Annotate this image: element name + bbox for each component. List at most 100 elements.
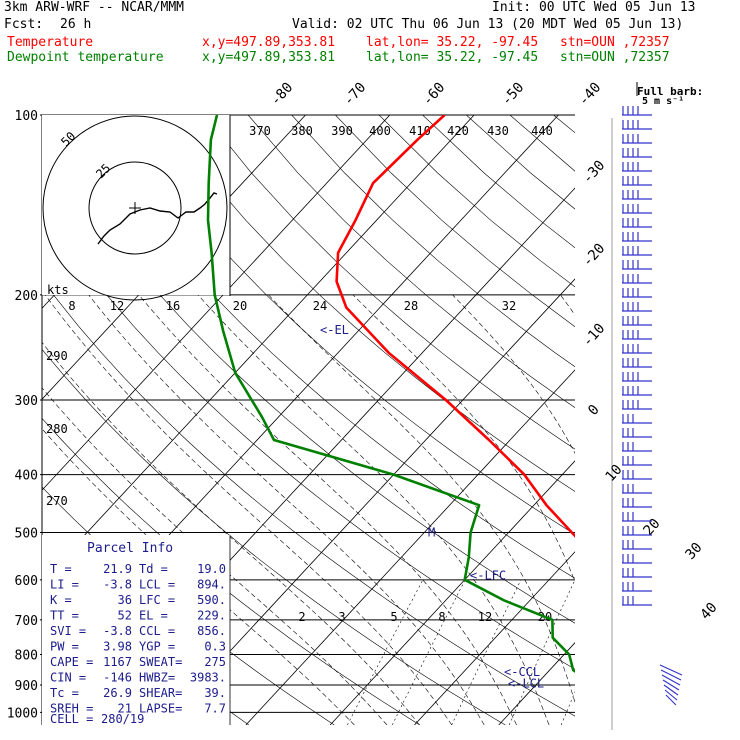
temperature-latlon: lat,lon= 35.22, -97.45 <box>366 35 539 50</box>
wind-barb <box>622 414 652 424</box>
parcel-info-key: TT = <box>50 609 79 623</box>
diagram-grid <box>42 115 740 725</box>
wind-barb <box>622 204 652 214</box>
wind-barb <box>622 456 652 466</box>
temperature-legend: Temperature <box>7 35 94 50</box>
mixing-ratio-label: 2 <box>298 610 305 624</box>
moist-adiabat <box>138 294 517 725</box>
header: 3km ARW-WRF -- NCAR/MMM Init: 00 UTC Wed… <box>0 0 740 72</box>
dewpoint-station: stn=OUN ,72357 <box>560 50 670 65</box>
dry-adiabat <box>684 115 740 725</box>
pressure-tick-label: 600 <box>15 574 38 589</box>
wind-barb <box>622 484 652 494</box>
parcel-info-key: LAPSE= <box>139 702 182 716</box>
wind-barb <box>622 106 652 116</box>
pressure-tick-label: 1000 <box>7 706 38 721</box>
temperature-xy: x,y=497.89,353.81 <box>202 35 336 50</box>
hodograph-speed-label: 12 <box>110 299 124 313</box>
wind-barb <box>622 134 652 144</box>
hodograph-speed-label: 16 <box>166 299 180 313</box>
wind-barb <box>622 372 652 382</box>
pressure-tick-label: 900 <box>15 679 38 694</box>
wind-barb <box>622 582 652 592</box>
parcel-info-value: 21 <box>118 702 132 716</box>
parcel-info-value: 26.9 <box>103 686 132 700</box>
hodograph-speed-label: 24 <box>313 299 327 313</box>
mixing-ratio-line <box>508 579 575 725</box>
parcel-info-value: 39. <box>204 686 226 700</box>
wind-barb <box>622 246 652 256</box>
wind-barb <box>622 274 652 284</box>
moist-adiabat <box>88 294 485 725</box>
wind-barb <box>622 260 652 270</box>
wind-barb <box>622 288 652 298</box>
parcel-info-key: SVI = <box>50 624 86 638</box>
dewpoint-latlon: lat,lon= 35.22, -97.45 <box>366 50 539 65</box>
parcel-info-key: Tc = <box>50 686 79 700</box>
moist-adiabat <box>268 294 575 704</box>
mixing-ratio-label: 5 <box>390 610 397 624</box>
parcel-info-key: LFC = <box>139 593 175 607</box>
hodograph-ring-outer <box>42 115 228 301</box>
dry-adiabat <box>378 115 575 288</box>
hodograph-speed-label: 20 <box>233 299 247 313</box>
moist-adiabat <box>661 295 713 725</box>
parcel-info-value: -3.8 <box>103 624 132 638</box>
parcel-info-background <box>42 535 230 725</box>
pressure-tick-label: 800 <box>15 648 38 663</box>
wind-barbs: Full barb:5 m s⁻¹ <box>622 82 703 706</box>
parcel-info-value: 229. <box>197 609 226 623</box>
parcel-info-value: 894. <box>197 578 226 592</box>
isotherm <box>583 115 740 725</box>
wind-barb-lower <box>659 664 683 676</box>
parcel-level-lcl: <-LCL <box>508 676 544 690</box>
isotherm <box>667 115 740 725</box>
parcel-info-value: 0.3 <box>204 640 226 654</box>
temperature-tick-label: 0 <box>585 402 603 419</box>
wind-barb <box>622 358 652 368</box>
parcel-info-value: 52 <box>118 609 132 623</box>
moist-adiabat <box>197 294 550 725</box>
parcel-info-value: -146 <box>103 671 132 685</box>
pressure-tick-label: 400 <box>15 469 38 484</box>
dry-adiabat <box>291 115 575 368</box>
isotherm <box>329 460 575 725</box>
temperature-tick-label: -70 <box>341 80 370 110</box>
dry-adiabat <box>42 348 506 725</box>
temperature-profile <box>335 115 575 538</box>
wind-barb <box>622 568 652 578</box>
theta-label: 380 <box>291 124 313 138</box>
parcel-info-key: PW = <box>50 640 79 654</box>
hodograph-speed-label: 8 <box>68 299 75 313</box>
temperature-tick-label: -60 <box>420 80 449 110</box>
wind-barb <box>622 344 652 354</box>
sounding-profiles <box>206 115 575 673</box>
parcel-info-key: SREH = <box>50 702 93 716</box>
wind-barb-lower <box>660 669 682 681</box>
moist-adiabat <box>560 294 575 316</box>
wind-barb <box>622 596 652 606</box>
parcel-info-value: -3.8 <box>103 578 132 592</box>
dewpoint-legend: Dewpoint temperature <box>7 50 164 65</box>
mixing-ratio-line <box>451 579 522 725</box>
parcel-info-key: HWBZ= <box>139 671 175 685</box>
dry-adiabat <box>42 207 575 670</box>
hodograph-units: kts <box>47 283 69 297</box>
wind-barb <box>622 176 652 186</box>
temperature-tick-label: -20 <box>580 241 609 271</box>
parcel-info-key: EL = <box>139 609 168 623</box>
parcel-info-value: 21.9 <box>103 562 132 576</box>
wind-barb-lower <box>662 679 680 691</box>
dry-adiabat <box>116 115 575 535</box>
temperature-tick-label: 30 <box>682 540 705 563</box>
temperature-tick-label: -80 <box>268 80 297 110</box>
theta-label: 430 <box>487 124 509 138</box>
model-title: 3km ARW-WRF -- NCAR/MMM <box>4 0 185 15</box>
temperature-tick-label: 40 <box>697 600 720 623</box>
parcel-info-value: 19.0 <box>197 562 226 576</box>
init-time: Init: 00 UTC Wed 05 Jun 13 <box>492 0 696 15</box>
theta-side-label: 290 <box>46 349 68 363</box>
parcel-level-el: <-EL <box>320 323 349 337</box>
dry-adiabat <box>553 115 575 134</box>
isotherm <box>498 642 575 725</box>
